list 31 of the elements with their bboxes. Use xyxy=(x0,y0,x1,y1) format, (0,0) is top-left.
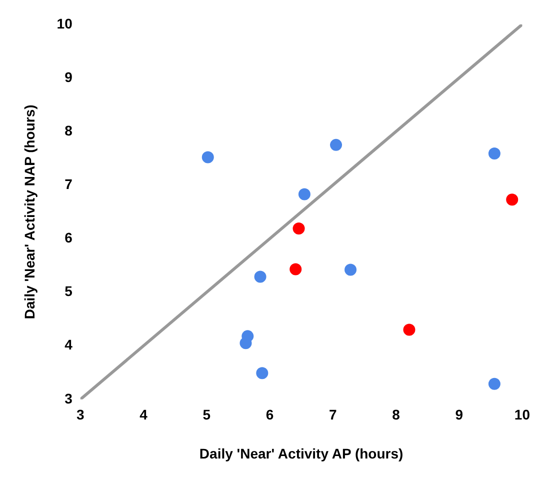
point xyxy=(330,138,342,151)
point xyxy=(240,337,252,350)
point xyxy=(488,378,500,390)
y-tick-label: 10 xyxy=(56,15,73,32)
y-tick-label: 3 xyxy=(64,390,73,406)
x-axis-title: Daily 'Near' Activity AP (hours) xyxy=(199,445,404,462)
point xyxy=(202,151,214,164)
y-tick-label: 8 xyxy=(64,122,73,138)
point xyxy=(292,222,305,235)
x-tick-label: 3 xyxy=(76,406,84,423)
x-tick-label: 4 xyxy=(140,406,148,423)
x-tick-label: 7 xyxy=(328,406,337,423)
x-tick-label: 5 xyxy=(202,406,211,423)
x-tick-label: 6 xyxy=(266,406,274,423)
y-tick-label: 7 xyxy=(64,176,73,192)
point xyxy=(254,270,266,283)
y-axis-title: Daily 'Near' Activity NAP (hours) xyxy=(21,104,38,320)
x-tick-label: 9 xyxy=(455,406,464,423)
point xyxy=(256,367,268,380)
y-tick-label: 6 xyxy=(64,230,73,246)
y-tick-label: 4 xyxy=(64,336,73,353)
y-tick-label: 9 xyxy=(64,68,73,85)
y-tick-label: 5 xyxy=(64,283,73,300)
point xyxy=(344,264,357,276)
x-tick-label: 10 xyxy=(514,406,530,423)
point xyxy=(488,148,500,160)
x-tick-label: 8 xyxy=(392,406,400,423)
point xyxy=(290,263,302,276)
point xyxy=(403,324,416,336)
point xyxy=(506,194,518,206)
point xyxy=(298,188,310,200)
